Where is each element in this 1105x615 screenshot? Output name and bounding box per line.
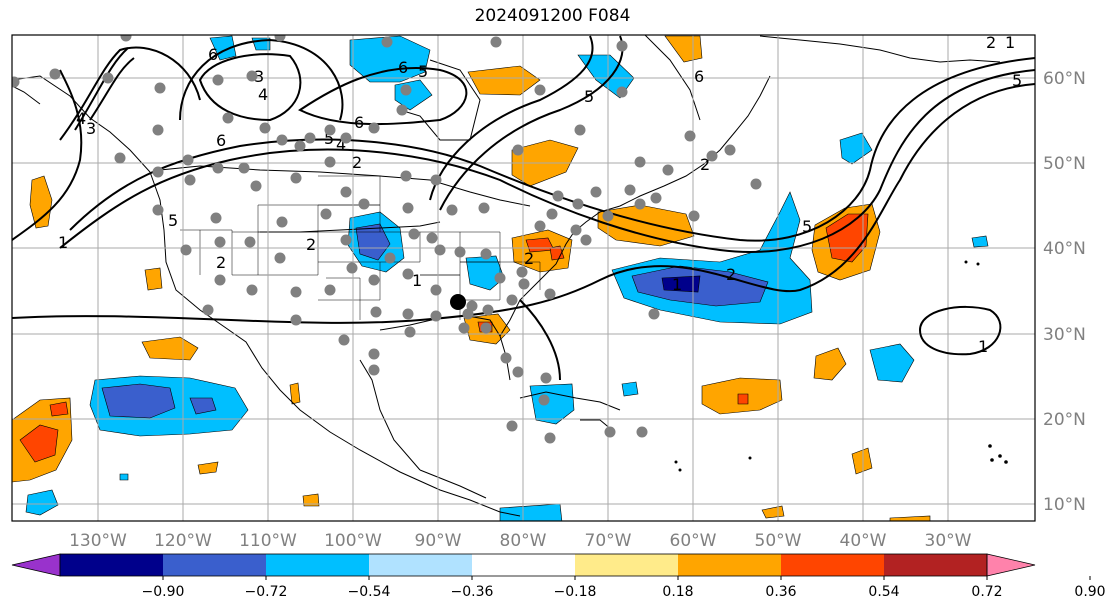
lat-label: 10°N <box>1043 495 1086 515</box>
contour-label: 4 <box>258 85 268 104</box>
colorbar-tick-label: −0.18 <box>554 584 597 600</box>
contour-label: 6 <box>694 67 704 86</box>
contour-label: 6 <box>354 113 364 132</box>
colorbar-segment <box>884 554 987 576</box>
contour-label: 2 <box>306 235 316 254</box>
contour-label: 2 <box>986 33 996 52</box>
colorbar-tick-label: −0.72 <box>245 584 288 600</box>
contour-label: 2 <box>352 153 362 172</box>
contour-label: 1 <box>58 233 68 252</box>
contour-label: 1 <box>412 271 422 290</box>
colorbar-tick-label: 0.54 <box>868 584 899 600</box>
contour-label: 6 <box>216 131 226 150</box>
lat-label: 20°N <box>1043 410 1086 430</box>
lon-label: 110°W <box>239 531 297 551</box>
longitude-labels: 130°W 120°W 110°W 100°W 90°W 80°W 70°W 6… <box>69 531 972 551</box>
highlight-station <box>450 294 466 310</box>
map-frame <box>11 34 1036 522</box>
contour-label: 5 <box>802 217 812 236</box>
colorbar-segment <box>678 554 781 576</box>
lon-label: 60°W <box>670 531 717 551</box>
station-dots <box>12 35 762 444</box>
lon-label: 50°W <box>755 531 802 551</box>
colorbar-tick-label: −0.36 <box>451 584 494 600</box>
contour-label: 4 <box>336 135 346 154</box>
colorbar-extend-high <box>986 553 1036 577</box>
lat-label: 30°N <box>1043 325 1086 345</box>
contour-label: 1 <box>978 337 988 356</box>
contour-label: 5 <box>1012 71 1022 90</box>
contour-label: 2 <box>216 253 226 272</box>
lon-label: 70°W <box>585 531 632 551</box>
lat-label: 60°N <box>1043 69 1086 89</box>
contour-label: 5 <box>418 62 428 81</box>
colorbar-extend-low <box>11 553 61 577</box>
contour-label: 3 <box>254 67 264 86</box>
contour-label: 1 <box>672 275 682 294</box>
lon-label: 90°W <box>415 531 462 551</box>
contour-label: 2 <box>726 265 736 284</box>
height-contours <box>12 35 1035 381</box>
colorbar-segment <box>266 554 369 576</box>
contour-label: 5 <box>324 129 334 148</box>
contour-label: 2 <box>700 155 710 174</box>
lon-label: 40°W <box>840 531 887 551</box>
colorbar-tick-label: −0.54 <box>348 584 391 600</box>
gridlines <box>12 35 1035 521</box>
contour-label: 2 <box>524 249 534 268</box>
contour-label: 4 <box>76 109 86 128</box>
colorbar-segment <box>60 554 163 576</box>
state-borders <box>180 175 541 320</box>
lon-label: 30°W <box>925 531 972 551</box>
latitude-labels: 60°N 50°N 40°N 30°N 20°N 10°N <box>1043 69 1086 515</box>
colorbar-tick-label: 0.36 <box>765 584 796 600</box>
colorbar-segment <box>163 554 266 576</box>
lat-label: 40°N <box>1043 239 1086 259</box>
contour-label: 3 <box>86 119 96 138</box>
colorbar-segment <box>472 554 575 576</box>
colorbar-segment <box>369 554 472 576</box>
lon-label: 80°W <box>500 531 547 551</box>
lat-label: 50°N <box>1043 154 1086 174</box>
colorbar: −0.90 −0.72 −0.54 −0.36 −0.18 0.18 0.36 0.54 0.7… <box>11 553 1105 600</box>
islands <box>674 260 1008 472</box>
contour-label: 1 <box>1005 33 1015 52</box>
colorbar-segment <box>575 554 678 576</box>
contour-label: 6 <box>398 58 408 77</box>
contour-labels: 6 5 4 3 2 1 6 5 4 2 6 5 4 2 3 2 1 2 5 6 … <box>58 33 1022 356</box>
colorbar-tick-label: 0.90 <box>1074 584 1105 600</box>
contour-label: 5 <box>168 211 178 230</box>
colorbar-outline <box>59 553 988 577</box>
colorbar-tick-label: 0.72 <box>971 584 1002 600</box>
colorbar-tick-label: −0.90 <box>142 584 185 600</box>
contour-label: 6 <box>208 45 218 64</box>
map-title: 2024091200 F084 <box>474 6 631 26</box>
lon-label: 100°W <box>324 531 382 551</box>
colorbar-tick-label: 0.18 <box>662 584 693 600</box>
lon-label: 130°W <box>69 531 127 551</box>
colorbar-segment <box>781 554 884 576</box>
lon-label: 120°W <box>154 531 212 551</box>
contour-label: 5 <box>584 87 594 106</box>
